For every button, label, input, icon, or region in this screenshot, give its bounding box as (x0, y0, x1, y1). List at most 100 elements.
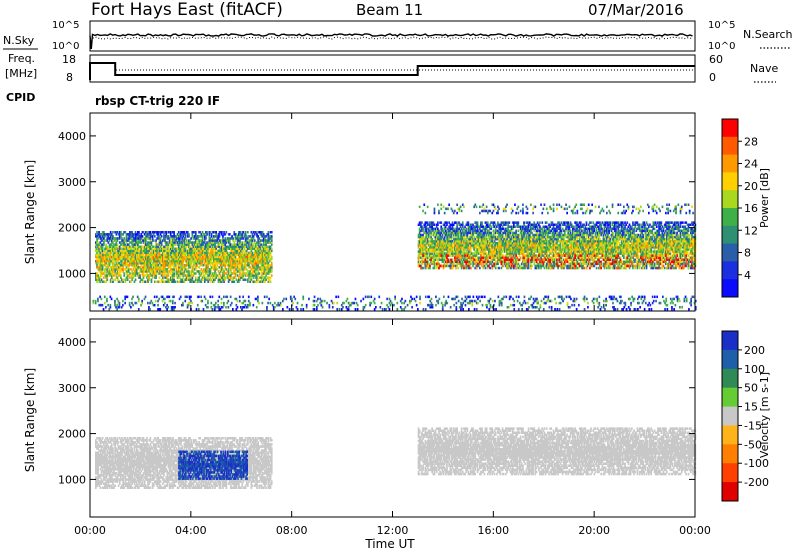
scatter-cell (158, 247, 161, 250)
scatter-cell (225, 239, 228, 242)
scatter-cell (151, 276, 154, 279)
scatter-cell (114, 245, 116, 248)
scatter-cell (147, 264, 149, 267)
scatter-cell (226, 259, 229, 263)
scatter-cell (224, 264, 227, 267)
scatter-cell (176, 274, 179, 277)
scatter-cell (129, 257, 131, 261)
scatter-cell (163, 259, 165, 263)
scatter-cell (129, 264, 131, 267)
scatter-cell (118, 270, 121, 273)
scatter-cell (107, 233, 110, 236)
scatter-cell (241, 270, 244, 273)
scatter-cell (129, 235, 131, 238)
scatter-cell (224, 262, 227, 265)
scatter-cell (116, 247, 119, 250)
scatter-cell (222, 272, 224, 275)
scatter-cell (103, 280, 105, 283)
scatter-cell (194, 243, 197, 246)
scatter-cell (218, 280, 221, 283)
noise-tick-left-bottom: 10^0 (52, 41, 79, 52)
scatter-cell (108, 257, 111, 261)
scatter-cell (239, 247, 241, 250)
scatter-cell (98, 270, 101, 273)
scatter-cell (112, 255, 114, 259)
scatter-cell (193, 235, 196, 238)
scatter-cell (108, 274, 111, 277)
scatter-cell (132, 245, 135, 248)
scatter-cell (120, 241, 122, 244)
scatter-cell (213, 247, 215, 250)
scatter-cell (167, 262, 170, 265)
scatter-cell (124, 251, 127, 255)
scatter-cell (122, 233, 124, 236)
scatter-cell (224, 255, 227, 259)
scatter-cell (233, 233, 236, 236)
scatter-cell (115, 259, 118, 263)
scatter-cell (238, 262, 240, 265)
scatter-cell (219, 251, 222, 255)
scatter-cell (126, 262, 129, 265)
scatter-cell (149, 264, 152, 267)
scatter-cell (188, 251, 190, 255)
scatter-cell (207, 280, 209, 283)
scatter-cell (139, 270, 141, 273)
scatter-cell (211, 249, 214, 253)
scatter-cell (198, 262, 200, 265)
scatter-cell (173, 233, 175, 236)
scatter-cell (175, 268, 178, 271)
scatter-cell (149, 272, 152, 275)
scatter-cell (184, 259, 187, 263)
scatter-cell (127, 264, 130, 267)
scatter-cell (148, 249, 151, 253)
scatter-cell (214, 253, 216, 257)
scatter-cell (126, 257, 129, 261)
scatter-cell (190, 251, 192, 255)
scatter-cell (174, 247, 177, 250)
scatter-cell (158, 257, 161, 261)
scatter-cell (162, 270, 164, 273)
scatter-cell (158, 241, 161, 244)
scatter-cell (233, 231, 236, 234)
scatter-cell (137, 257, 139, 261)
scatter-cell (191, 255, 194, 259)
scatter-cell (233, 262, 236, 265)
scatter-cell (194, 237, 197, 240)
scatter-cell (151, 264, 154, 267)
scatter-cell (189, 274, 191, 277)
scatter-cell (226, 247, 229, 250)
scatter-cell (481, 221, 483, 224)
scatter-cell (201, 264, 204, 267)
scatter-cell (138, 239, 140, 242)
scatter-cell (112, 274, 114, 277)
scatter-cell (201, 257, 204, 261)
scatter-cell (192, 253, 195, 257)
scatter-cell (106, 245, 109, 248)
scatter-cell (105, 255, 107, 259)
scatter-cell (115, 268, 118, 271)
scatter-cell (188, 243, 190, 246)
scatter-cell (145, 247, 147, 250)
scatter-cell (115, 276, 118, 279)
scatter-cell (110, 268, 113, 271)
scatter-cell (421, 221, 423, 224)
scatter-cell (148, 241, 151, 244)
scatter-cell (122, 241, 124, 244)
scatter-cell (155, 266, 157, 269)
scatter-cell (173, 231, 175, 234)
scatter-cell (216, 257, 219, 261)
scatter-cell (191, 276, 194, 279)
scatter-cell (176, 255, 179, 259)
scatter-cell (201, 245, 204, 248)
scatter-cell (181, 245, 183, 248)
scatter-cell (225, 231, 228, 234)
scatter-cell (221, 262, 223, 265)
scatter-cell (129, 276, 131, 279)
scatter-cell (215, 241, 217, 244)
scatter-cell (165, 264, 168, 267)
scatter-cell (179, 264, 181, 267)
scatter-cell (235, 264, 238, 267)
scatter-cell (163, 264, 165, 267)
scatter-cell (143, 262, 146, 265)
scatter-cell (179, 266, 181, 269)
